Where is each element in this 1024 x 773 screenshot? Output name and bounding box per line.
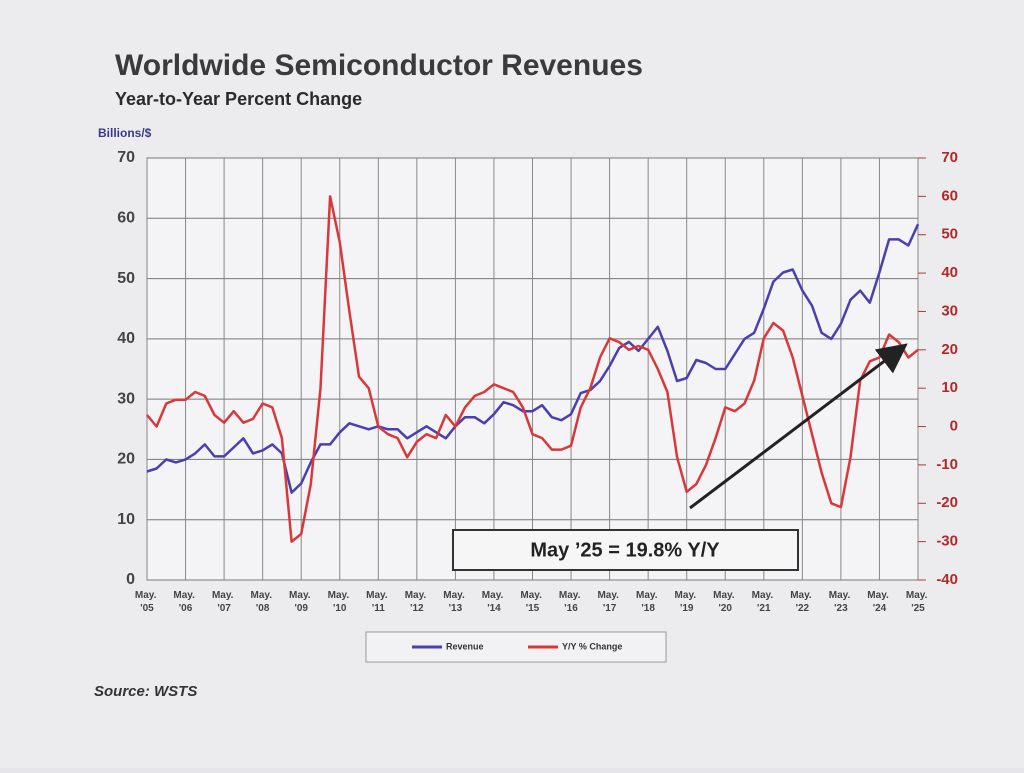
y2-tick-label: 50 xyxy=(941,226,958,243)
y-tick-label: 30 xyxy=(117,390,135,407)
x-tick-label: May. '08 xyxy=(251,590,275,614)
x-tick-label-line: May. xyxy=(906,590,930,601)
x-tick-label-line: May. xyxy=(752,590,776,601)
y2-tick-label: 30 xyxy=(941,302,958,319)
x-tick-label: May. '10 xyxy=(328,590,352,614)
x-tick-label-line: '22 xyxy=(796,603,810,614)
x-tick-label-line: '14 xyxy=(487,603,501,614)
y2-tick-label: -40 xyxy=(936,571,958,588)
x-tick-label: May. '05 xyxy=(135,590,159,614)
y2-tick-label: 0 xyxy=(950,418,958,435)
x-tick-label-line: '13 xyxy=(449,603,463,614)
x-tick-label-line: '09 xyxy=(294,603,308,614)
x-tick-label-line: '11 xyxy=(372,603,385,614)
x-tick-label-line: '17 xyxy=(603,603,617,614)
source: Source: WSTS xyxy=(94,683,197,700)
legend-label: Revenue xyxy=(446,641,484,651)
x-tick-label-line: May. xyxy=(867,590,891,601)
x-tick-label-line: '06 xyxy=(179,603,193,614)
annotation: May ’25 = 19.8% Y/Y xyxy=(530,539,720,561)
x-tick-label-line: May. xyxy=(829,590,853,601)
series-line xyxy=(146,195,919,543)
x-tick-label-line: '16 xyxy=(564,603,578,614)
x-tick-label-line: May. xyxy=(559,590,583,601)
x-tick-label-line: May. xyxy=(675,590,699,601)
legend-label: Y/Y % Change xyxy=(562,641,622,651)
x-tick-label-line: May. xyxy=(443,590,467,601)
x-tick-label-line: May. xyxy=(328,590,352,601)
x-tick-label-line: '07 xyxy=(217,603,231,614)
x-tick-label: May. '19 xyxy=(675,590,699,614)
x-tick-label-line: May. xyxy=(289,590,313,601)
y-tick-label: 20 xyxy=(117,451,135,468)
x-tick-label-line: '25 xyxy=(911,603,925,614)
x-tick-label-line: May. xyxy=(713,590,737,601)
y2-tick-label: 70 xyxy=(941,149,958,166)
y2-tick-label: 60 xyxy=(941,187,958,204)
y2-tick-label: 20 xyxy=(941,341,958,358)
x-tick-label-line: May. xyxy=(212,590,236,601)
x-tick-label-line: May. xyxy=(790,590,814,601)
x-tick-label-line: May. xyxy=(366,590,390,601)
x-tick-label-line: '12 xyxy=(410,603,424,614)
x-tick-label: May. '17 xyxy=(597,590,621,614)
x-tick-label-line: '05 xyxy=(140,603,154,614)
series-line xyxy=(146,223,920,494)
x-tick-label: May. '11 xyxy=(366,590,390,614)
y2-tick-label: 10 xyxy=(941,379,958,396)
x-tick-label: May. '18 xyxy=(636,590,660,614)
x-tick-label: May. '16 xyxy=(559,590,583,614)
x-tick-label: May. '21 xyxy=(752,590,776,614)
y2-tick-label: -30 xyxy=(936,533,958,550)
x-tick-label: May. '12 xyxy=(405,590,429,614)
y-tick-label: 40 xyxy=(117,330,135,347)
y-tick-label: 60 xyxy=(117,210,135,227)
x-tick-label: May. '22 xyxy=(790,590,814,614)
x-tick-label: May. '09 xyxy=(289,590,313,614)
x-tick-label-line: '24 xyxy=(873,603,887,614)
x-tick-label: May. '15 xyxy=(520,590,544,614)
x-tick-label-line: '19 xyxy=(680,603,694,614)
x-tick-label-line: May. xyxy=(597,590,621,601)
x-tick-label-line: May. xyxy=(636,590,660,601)
y-tick-label: 50 xyxy=(117,270,135,287)
legend xyxy=(365,631,667,663)
x-tick-label-line: '18 xyxy=(641,603,655,614)
y-axis-label: Billions/$ xyxy=(98,126,152,140)
chart-title: Worldwide Semiconductor Revenues xyxy=(115,49,643,82)
x-tick-label-line: May. xyxy=(520,590,544,601)
x-tick-label-line: May. xyxy=(482,590,506,601)
x-tick-label-line: May. xyxy=(405,590,429,601)
y-tick-label: 0 xyxy=(126,571,135,588)
x-tick-label-line: '10 xyxy=(333,603,347,614)
x-tick-label-line: '23 xyxy=(834,603,848,614)
x-tick-label: May. '23 xyxy=(829,590,853,614)
x-tick-label: May. '20 xyxy=(713,590,737,614)
x-tick-label: May. '24 xyxy=(867,590,891,614)
annotation-box xyxy=(452,529,799,571)
x-tick-label: May. '07 xyxy=(212,590,236,614)
x-tick-label: May. '06 xyxy=(173,590,197,614)
chart-subtitle: Year-to-Year Percent Change xyxy=(115,89,362,109)
x-tick-label: May. '13 xyxy=(443,590,467,614)
y2-tick-label: -20 xyxy=(936,494,958,511)
x-tick-label-line: '20 xyxy=(718,603,732,614)
trend-arrow xyxy=(689,343,908,510)
y2-tick-label: -10 xyxy=(936,456,958,473)
x-tick-label-line: May. xyxy=(135,590,159,601)
x-tick-label: May. '25 xyxy=(906,590,930,614)
x-tick-label-line: '15 xyxy=(526,603,540,614)
y-tick-label: 10 xyxy=(117,511,135,528)
x-tick-label: May. '14 xyxy=(482,590,506,614)
y-tick-label: 70 xyxy=(117,149,135,166)
x-tick-label-line: '21 xyxy=(757,603,771,614)
y2-tick-label: 40 xyxy=(941,264,958,281)
x-tick-label-line: May. xyxy=(173,590,197,601)
x-tick-label-line: May. xyxy=(251,590,275,601)
x-tick-label-line: '08 xyxy=(256,603,270,614)
